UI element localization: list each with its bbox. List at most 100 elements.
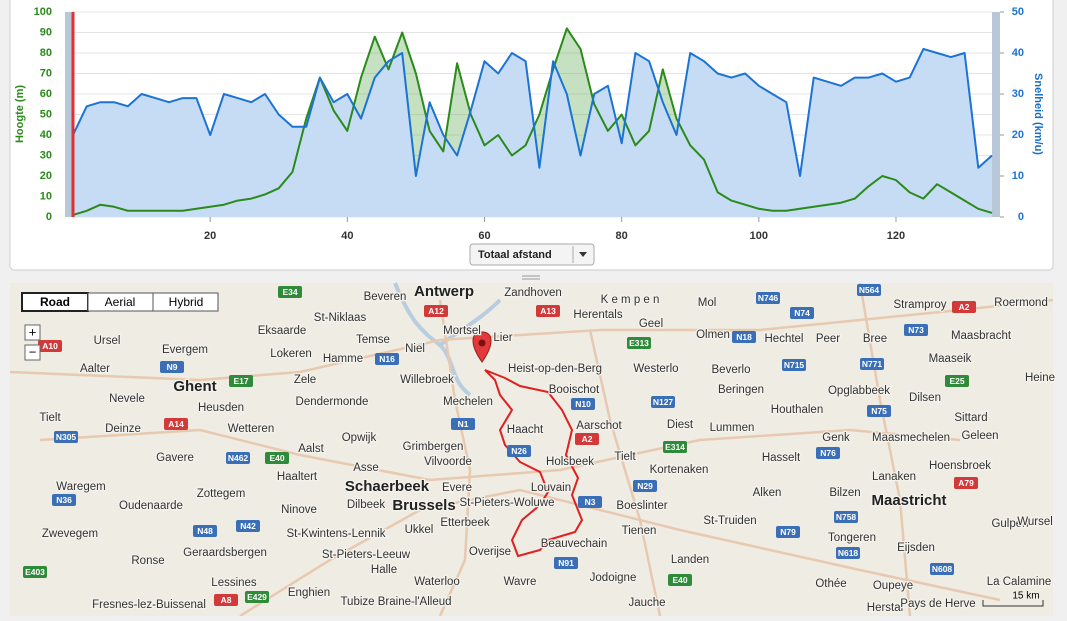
place-label: Mechelen	[443, 396, 493, 408]
place-label: Geel	[639, 318, 663, 330]
road-label: N9	[167, 362, 178, 372]
place-label: Halle	[371, 564, 397, 576]
road-label: E40	[269, 453, 284, 463]
place-label: La Calamine	[987, 576, 1052, 588]
place-label: Tubize Braine-l'Alleud	[340, 596, 451, 608]
road-label: E403	[25, 567, 45, 577]
x-tick-label: 80	[616, 230, 628, 242]
map-type-control[interactable]: Road Aerial Hybrid	[21, 292, 219, 312]
zoom-in-label[interactable]: +	[29, 324, 37, 339]
road-label: N1	[458, 419, 469, 429]
place-label: Beverlo	[712, 364, 751, 376]
road-label: N746	[758, 293, 779, 303]
road-shield	[836, 547, 860, 559]
place-label: Haacht	[507, 424, 544, 436]
place-label: Temse	[356, 334, 390, 346]
zoom-out-label[interactable]: −	[29, 344, 37, 359]
y-tick-label: 70	[40, 67, 52, 79]
place-label: Niel	[405, 343, 425, 355]
road-shield	[160, 361, 184, 373]
zoom-out[interactable]	[24, 344, 41, 361]
y2-tick-label: 40	[1012, 47, 1024, 59]
road-label: N715	[784, 360, 805, 370]
place-label: Sittard	[954, 412, 987, 424]
aerial-label[interactable]: Aerial	[105, 295, 136, 309]
road-label: N18	[736, 332, 752, 342]
place-label: Herentals	[573, 309, 622, 321]
place-label: Maaseik	[929, 353, 972, 365]
place-label: Aalst	[298, 443, 324, 455]
place-label: St-Niklaas	[314, 312, 367, 324]
place-label: St-Truiden	[703, 515, 756, 527]
place-label: Gulpen	[991, 518, 1028, 530]
x-selector[interactable]: Totaal afstand	[469, 243, 595, 266]
place-label: St-Kwintens-Lennik	[286, 528, 385, 540]
place-label: Maasmechelen	[872, 432, 950, 444]
start-pin[interactable]	[472, 331, 492, 363]
place-label: Wursel	[1017, 516, 1053, 528]
place-label: Othée	[815, 578, 846, 590]
hybrid-button[interactable]	[152, 292, 219, 312]
place-label: Tongeren	[828, 532, 876, 544]
hybrid-label[interactable]: Hybrid	[169, 295, 204, 309]
road-shield	[668, 574, 692, 586]
road-shield	[954, 477, 978, 489]
road-shield	[375, 353, 399, 365]
splitter[interactable]	[522, 275, 540, 280]
zoom-in[interactable]	[24, 324, 41, 341]
road-label: N462	[228, 453, 249, 463]
area-fill	[73, 48, 992, 218]
place-label: St-Pieters-Leeuw	[322, 549, 411, 561]
road-shield	[904, 324, 928, 336]
dropdown[interactable]	[469, 243, 595, 266]
left-scroll-bar	[65, 12, 73, 217]
road-shield	[265, 452, 289, 464]
place-label: Overijse	[469, 546, 511, 558]
place-label: Gavere	[156, 452, 194, 464]
place-label: Hechtel	[765, 333, 804, 345]
road-label: N127	[653, 397, 674, 407]
road-shield	[245, 591, 269, 603]
road-label: N76	[820, 448, 836, 458]
place-label: Alken	[753, 487, 782, 499]
place-label: Tielt	[39, 412, 61, 424]
road-label: N74	[794, 308, 810, 318]
road-shield	[732, 331, 756, 343]
place-label: Heist-op-den-Berg	[508, 363, 602, 375]
place-label: Heusden	[198, 402, 244, 414]
dropdown-label[interactable]: Totaal afstand	[478, 249, 552, 261]
place-label: Herstal	[867, 602, 903, 614]
road-label: A79	[958, 478, 974, 488]
place-label: Ursel	[94, 335, 121, 347]
series-line	[72, 27, 993, 216]
right-scroll-bar	[992, 12, 1000, 217]
road-shield	[857, 284, 881, 296]
scale-bar	[982, 600, 1044, 607]
road-label: N305	[56, 432, 77, 442]
road-label: E25	[949, 376, 964, 386]
place-label: Haaltert	[277, 471, 318, 483]
map[interactable]: Antwerp Beveren Zandhoven St-Niklaas Temse Ek…	[9, 282, 1056, 618]
place-label: Bree	[863, 333, 887, 345]
y-tick-label: 30	[40, 149, 52, 161]
road-label: E34	[282, 287, 297, 297]
road-shield	[782, 359, 806, 371]
road-label: N29	[637, 481, 653, 491]
series-line	[72, 47, 993, 177]
place-label: Etterbeek	[440, 517, 489, 529]
road-label: N618	[838, 548, 859, 558]
road-label: N91	[558, 558, 574, 568]
road-shield	[164, 418, 188, 430]
road-shield	[952, 301, 976, 313]
road-label[interactable]: Road	[40, 295, 70, 309]
place-label: Willebroek	[400, 374, 454, 386]
y-tick-label: 100	[34, 6, 52, 18]
road-label: A10	[42, 341, 58, 351]
place-label: St-Pieters-Woluwe	[459, 497, 554, 509]
y2-tick-label: 20	[1012, 129, 1024, 141]
pin-dot	[478, 339, 486, 347]
place-label: Ninove	[281, 504, 317, 516]
road-shield	[226, 452, 250, 464]
road-label: E313	[629, 338, 649, 348]
